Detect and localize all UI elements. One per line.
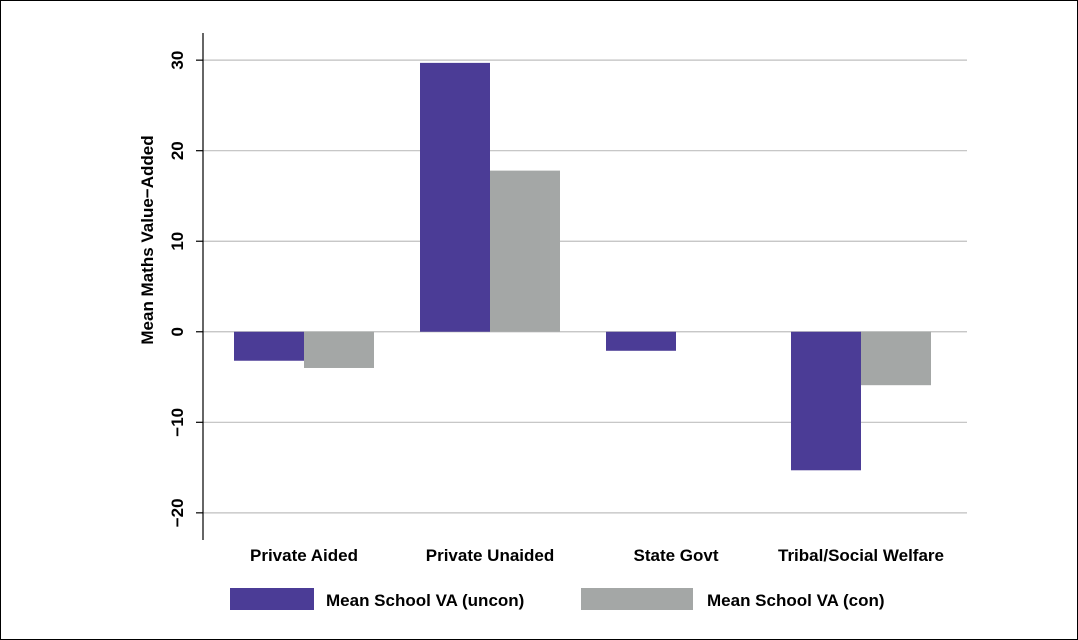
bar-con-3: [861, 331, 931, 386]
legend-swatch-uncon: [230, 588, 314, 610]
bar-uncon-1: [420, 62, 490, 332]
x-category-label: Tribal/Social Welfare: [778, 546, 944, 565]
bar-con-0: [304, 331, 374, 368]
y-tick-label: −10: [168, 408, 187, 437]
y-tick-label: 20: [168, 141, 187, 160]
legend: Mean School VA (uncon) Mean School VA (c…: [230, 588, 885, 610]
y-ticks: −20 −10 0 10 20 30: [168, 51, 203, 527]
bars: [234, 62, 931, 471]
x-category-label: Private Aided: [250, 546, 358, 565]
legend-label-uncon: Mean School VA (uncon): [326, 591, 524, 610]
legend-label-con: Mean School VA (con): [707, 591, 885, 610]
y-tick-label: 0: [168, 327, 187, 336]
x-category-labels: Private Aided Private Unaided State Govt Tr…: [250, 546, 944, 565]
bar-con-1: [490, 170, 560, 332]
y-tick-label: 30: [168, 51, 187, 70]
x-category-label: State Govt: [633, 546, 718, 565]
y-tick-label: 10: [168, 232, 187, 251]
y-tick-label: −20: [168, 498, 187, 527]
x-category-label: Private Unaided: [426, 546, 555, 565]
bar-uncon-2: [606, 331, 676, 351]
bar-uncon-3: [791, 331, 861, 471]
y-axis-title: Mean Maths Value−Added: [138, 135, 157, 344]
legend-swatch-con: [581, 588, 693, 610]
bar-uncon-0: [234, 331, 304, 361]
